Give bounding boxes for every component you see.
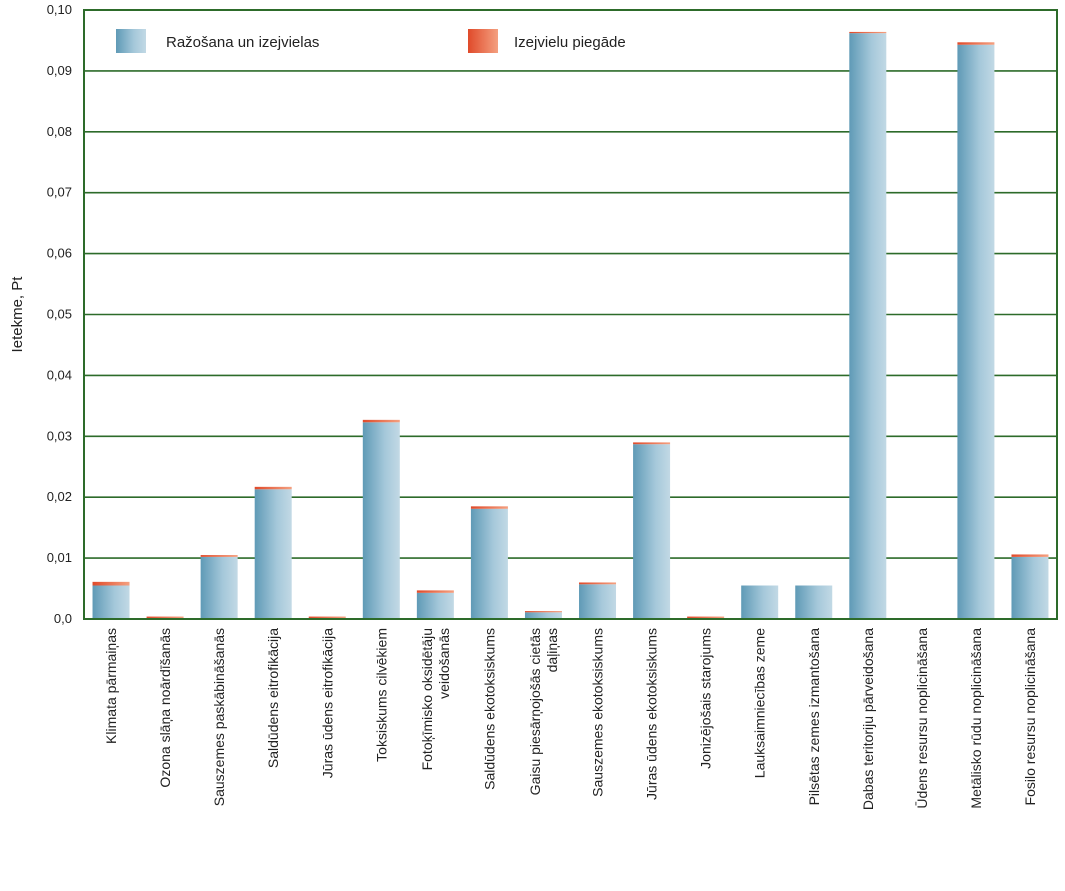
legend-label-production: Ražošana un izejvielas bbox=[166, 34, 319, 51]
bar-supply bbox=[92, 581, 130, 586]
category-label: Gaisu piesārņojošās cietās daļiņas bbox=[527, 628, 560, 795]
bar-supply bbox=[254, 486, 292, 490]
category-label-line: Saldūdens ekotoksiskums bbox=[481, 628, 497, 790]
category-label-line: Toksiskums cilvēkiem bbox=[373, 628, 389, 762]
bar-production bbox=[1011, 556, 1049, 619]
category-label: Dabas teritoriju pārveidošana bbox=[860, 628, 876, 810]
bar-production bbox=[200, 556, 238, 619]
legend-label-supply: Izejvielu piegāde bbox=[514, 34, 626, 51]
category-label: Saldūdens eitrofikācija bbox=[265, 628, 281, 768]
category-label: Metālisko rūdu noplicināšana bbox=[968, 628, 984, 809]
bar-supply bbox=[1011, 554, 1049, 557]
bar-production bbox=[849, 33, 887, 620]
y-tick-label: 0,10 bbox=[47, 2, 72, 17]
legend-swatch-production bbox=[116, 29, 146, 53]
bar-production bbox=[957, 44, 995, 619]
category-label-line: Pilsētas zemes izmantošana bbox=[806, 628, 822, 806]
category-label-line: Fosilo resursu noplicināšana bbox=[1022, 628, 1038, 806]
bar-production bbox=[633, 444, 671, 619]
y-tick-label: 0,03 bbox=[47, 428, 72, 443]
category-label-line: Jūras ūdens ekotoksiskums bbox=[644, 628, 660, 800]
category-label-line: Lauksaimniecības zeme bbox=[752, 628, 768, 778]
bar-production bbox=[92, 585, 130, 619]
category-label-line: Saldūdens eitrofikācija bbox=[265, 628, 281, 768]
category-label-line: veidošanās bbox=[436, 628, 452, 699]
legend: Ražošana un izejvielas Izejvielu piegāde bbox=[116, 29, 626, 53]
category-label-line: Jūras ūdens eitrofikācija bbox=[319, 628, 335, 778]
y-tick-label: 0,04 bbox=[47, 367, 72, 382]
bar-production bbox=[795, 585, 833, 619]
category-label: Jonizējošais starojums bbox=[698, 628, 714, 769]
category-label-line: Ūdens resursu noplicināšana bbox=[914, 628, 930, 809]
category-label-line: Metālisko rūdu noplicināšana bbox=[968, 628, 984, 809]
category-label: Fotoķīmisko oksidētāju veidošanās bbox=[419, 628, 452, 770]
y-tick-label: 0,08 bbox=[47, 124, 72, 139]
category-label: Klimata pārmaiņas bbox=[103, 628, 119, 744]
category-label: Ūdens resursu noplicināšana bbox=[914, 628, 930, 809]
y-tick-label: 0,06 bbox=[47, 246, 72, 261]
bar-production bbox=[524, 612, 562, 619]
bar-supply bbox=[687, 616, 725, 619]
category-label: Sauszemes ekotoksiskums bbox=[590, 628, 606, 797]
bar-production bbox=[416, 592, 454, 619]
category-label: Lauksaimniecības zeme bbox=[752, 628, 768, 778]
category-label: Jūras ūdens eitrofikācija bbox=[319, 628, 335, 778]
y-tick-label: 0,07 bbox=[47, 185, 72, 200]
category-label-line: Fotoķīmisko oksidētāju bbox=[419, 628, 435, 770]
bar-supply bbox=[308, 616, 346, 619]
y-tick-labels: 0,0 0,01 0,02 0,03 0,04 0,05 0,06 0,07 0,08 0,09 0… bbox=[47, 2, 72, 626]
legend-swatch-supply bbox=[468, 29, 498, 53]
bar-supply bbox=[957, 42, 995, 45]
category-label: Toksiskums cilvēkiem bbox=[373, 628, 389, 762]
category-label: Saldūdens ekotoksiskums bbox=[481, 628, 497, 790]
bar-production bbox=[741, 585, 779, 619]
y-tick-label: 0,01 bbox=[47, 550, 72, 565]
category-label: Fosilo resursu noplicināšana bbox=[1022, 628, 1038, 806]
category-label-line: Gaisu piesārņojošās cietās bbox=[527, 628, 543, 795]
category-label: Pilsētas zemes izmantošana bbox=[806, 628, 822, 806]
bar-production bbox=[470, 508, 508, 619]
bar-supply bbox=[579, 582, 617, 585]
y-tick-label: 0,0 bbox=[54, 611, 72, 626]
gridlines bbox=[84, 9, 1057, 620]
category-labels: Klimata pārmaiņas Ozona slāņa noārdīšanās… bbox=[103, 628, 1038, 810]
bars bbox=[92, 31, 1049, 620]
category-label-line: Sauszemes paskābināšanās bbox=[211, 628, 227, 806]
category-label-line: Sauszemes ekotoksiskums bbox=[590, 628, 606, 797]
bar-supply bbox=[200, 555, 238, 557]
category-label: Jūras ūdens ekotoksiskums bbox=[644, 628, 660, 800]
category-label-line: Klimata pārmaiņas bbox=[103, 628, 119, 744]
y-tick-label: 0,09 bbox=[47, 63, 72, 78]
bar-supply bbox=[416, 590, 454, 593]
bar-production bbox=[362, 422, 400, 619]
category-label-line: daļiņas bbox=[544, 628, 560, 672]
category-label-line: Ozona slāņa noārdīšanās bbox=[157, 628, 173, 788]
y-tick-label: 0,02 bbox=[47, 489, 72, 504]
bar-supply bbox=[524, 611, 562, 613]
category-label-line: Jonizējošais starojums bbox=[698, 628, 714, 769]
category-label: Sauszemes paskābināšanās bbox=[211, 628, 227, 806]
y-tick-label: 0,05 bbox=[47, 307, 72, 322]
bar-supply bbox=[849, 31, 887, 34]
category-label: Ozona slāņa noārdīšanās bbox=[157, 628, 173, 788]
plot-frame bbox=[83, 9, 1058, 620]
bar-production bbox=[254, 489, 292, 619]
category-label-line: Dabas teritoriju pārveidošana bbox=[860, 628, 876, 810]
y-axis-label: Ietekme, Pt bbox=[9, 276, 26, 353]
bar-supply bbox=[470, 506, 508, 509]
bar-supply bbox=[362, 419, 400, 423]
bar-production bbox=[579, 584, 617, 619]
bar-supply bbox=[146, 616, 184, 619]
bar-supply bbox=[633, 442, 671, 445]
